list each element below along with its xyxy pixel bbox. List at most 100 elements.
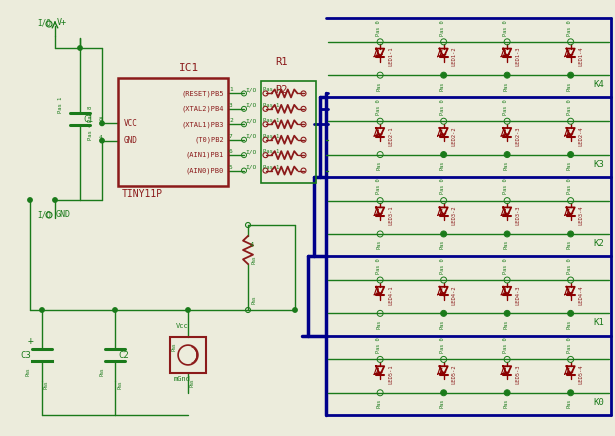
Circle shape — [568, 73, 573, 77]
Text: Pas 0: Pas 0 — [440, 20, 445, 36]
Text: LED4-3: LED4-3 — [515, 285, 520, 304]
Text: Pas 0: Pas 0 — [566, 337, 571, 353]
Circle shape — [442, 391, 446, 395]
Text: 8: 8 — [98, 117, 102, 123]
Text: Pas 1: Pas 1 — [263, 134, 279, 139]
Text: Pas 0: Pas 0 — [503, 258, 508, 274]
Text: Pas: Pas — [440, 240, 445, 249]
Text: Pas: Pas — [440, 81, 445, 91]
Text: Pas: Pas — [251, 295, 256, 303]
Text: Pas 0: Pas 0 — [440, 258, 445, 274]
Text: LED1-3: LED1-3 — [515, 47, 520, 66]
Text: 2: 2 — [229, 118, 232, 123]
Text: (AIN1)PB1: (AIN1)PB1 — [186, 152, 224, 158]
Text: Pas 1: Pas 1 — [58, 97, 63, 113]
Text: R1: R1 — [275, 58, 287, 68]
Text: Pas 0: Pas 0 — [440, 179, 445, 194]
Text: LED2-4: LED2-4 — [579, 126, 584, 146]
Text: Pas 0: Pas 0 — [503, 20, 508, 36]
Text: Pas 1: Pas 1 — [263, 88, 279, 92]
Text: Pas: Pas — [376, 319, 381, 329]
Text: Pas 0: Pas 0 — [503, 337, 508, 353]
Bar — [170, 337, 206, 373]
Text: LED4-2: LED4-2 — [451, 285, 456, 304]
Text: LED4-4: LED4-4 — [579, 285, 584, 304]
Text: Pas: Pas — [503, 319, 508, 329]
Text: K1: K1 — [593, 318, 604, 327]
Text: V+: V+ — [57, 18, 67, 27]
Text: Pas: Pas — [376, 399, 381, 408]
Circle shape — [505, 391, 509, 395]
Text: Pas: Pas — [376, 240, 381, 249]
Circle shape — [505, 152, 509, 157]
Text: Pas 0: Pas 0 — [566, 99, 571, 115]
Text: GND: GND — [124, 136, 138, 145]
Text: K3: K3 — [593, 160, 604, 169]
Text: (XTAL1)PB3: (XTAL1)PB3 — [181, 121, 224, 128]
Text: I/O: I/O — [245, 134, 256, 139]
Text: Pas: Pas — [172, 342, 177, 351]
Text: Pas: Pas — [503, 160, 508, 170]
Text: 1: 1 — [229, 88, 232, 92]
Text: Pas: Pas — [503, 240, 508, 249]
Circle shape — [186, 308, 190, 312]
Text: LED1-4: LED1-4 — [579, 47, 584, 66]
Bar — [261, 82, 316, 183]
Circle shape — [568, 152, 573, 157]
Text: (T0)PB2: (T0)PB2 — [194, 136, 224, 143]
Text: LED2-1: LED2-1 — [388, 126, 393, 146]
Circle shape — [442, 152, 446, 157]
Text: Pas: Pas — [440, 399, 445, 408]
Text: Pas 0: Pas 0 — [503, 179, 508, 194]
Text: I/O: I/O — [37, 210, 51, 219]
Text: Pas 0: Pas 0 — [440, 337, 445, 353]
Text: Pas 0: Pas 0 — [376, 258, 381, 274]
Circle shape — [505, 73, 509, 77]
Text: LED5-1: LED5-1 — [388, 364, 393, 384]
Text: Pas 0: Pas 0 — [503, 99, 508, 115]
Text: TINY11P: TINY11P — [122, 189, 163, 199]
Text: R2: R2 — [275, 85, 287, 95]
Text: Pas: Pas — [440, 160, 445, 170]
Text: LED4-1: LED4-1 — [388, 285, 393, 304]
Text: Pas: Pas — [566, 81, 571, 91]
Text: (XTAL2)PB4: (XTAL2)PB4 — [181, 106, 224, 112]
Text: Pas 1: Pas 1 — [263, 164, 279, 170]
Text: Pas 1: Pas 1 — [263, 103, 279, 108]
Text: Pas 1: Pas 1 — [263, 149, 279, 154]
Text: Pas 0: Pas 0 — [376, 99, 381, 115]
Text: K2: K2 — [593, 239, 604, 248]
Text: I/O: I/O — [245, 103, 256, 108]
Text: LED2-3: LED2-3 — [515, 126, 520, 146]
Circle shape — [28, 198, 32, 202]
Text: LED5-2: LED5-2 — [451, 364, 456, 384]
Text: Pas 0: Pas 0 — [566, 20, 571, 36]
Circle shape — [505, 311, 509, 316]
Circle shape — [442, 232, 446, 236]
Circle shape — [568, 391, 573, 395]
Circle shape — [442, 73, 446, 77]
Text: Vcc: Vcc — [176, 323, 189, 329]
Text: VCC: VCC — [124, 119, 138, 128]
Text: Pas: Pas — [190, 378, 195, 387]
Text: Pas: Pas — [566, 240, 571, 249]
Text: Pas: Pas — [566, 160, 571, 170]
Text: Pas 8: Pas 8 — [88, 106, 93, 123]
Text: C2: C2 — [118, 351, 129, 360]
Circle shape — [505, 232, 509, 236]
Circle shape — [442, 311, 446, 316]
Text: Pas: Pas — [117, 380, 122, 388]
Text: C1: C1 — [83, 115, 93, 123]
Text: Pas 0: Pas 0 — [440, 99, 445, 115]
Circle shape — [568, 232, 573, 236]
Text: I/O: I/O — [37, 18, 51, 27]
Text: LED3-3: LED3-3 — [515, 206, 520, 225]
Circle shape — [40, 308, 44, 312]
Circle shape — [100, 121, 104, 126]
Text: 4: 4 — [98, 135, 102, 140]
Text: LED1-1: LED1-1 — [388, 47, 393, 66]
Text: Pas: Pas — [26, 367, 31, 376]
Text: Pas: Pas — [440, 319, 445, 329]
Text: Pas: Pas — [251, 255, 256, 264]
Circle shape — [78, 46, 82, 50]
